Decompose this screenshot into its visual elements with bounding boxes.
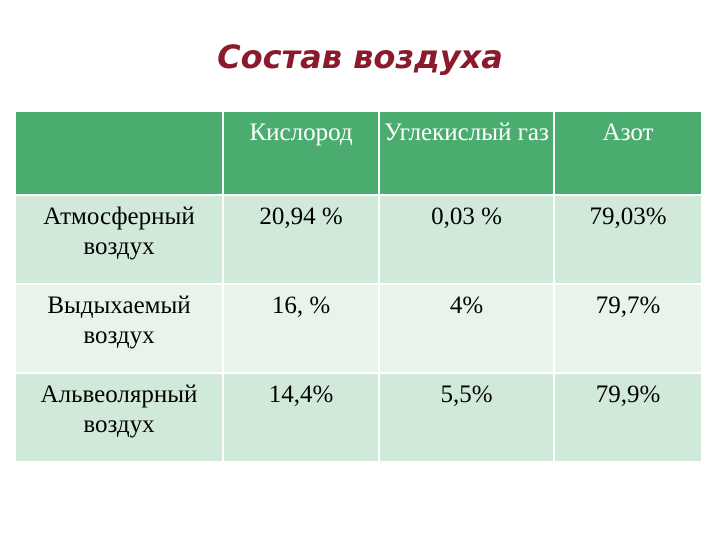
value-cell: 20,94 % bbox=[222, 194, 380, 285]
value-cell: 0,03 % bbox=[378, 194, 555, 285]
composition-table: Кислород Углекислый газ Азот Атмосферный в… bbox=[14, 110, 703, 463]
value-cell: 79,7% bbox=[553, 283, 703, 374]
row-label: Атмосферный воздух bbox=[14, 194, 224, 285]
corner-cell bbox=[14, 110, 224, 196]
table-row: Атмосферный воздух 20,94 % 0,03 % 79,03% bbox=[14, 194, 703, 285]
value-cell: 4% bbox=[378, 283, 555, 374]
table-header: Кислород Углекислый газ Азот bbox=[14, 110, 703, 196]
value-cell: 79,9% bbox=[553, 372, 703, 463]
value-cell: 16, % bbox=[222, 283, 380, 374]
row-label: Выдыхаемый воздух bbox=[14, 283, 224, 374]
table-body: Атмосферный воздух 20,94 % 0,03 % 79,03% Выд… bbox=[14, 194, 703, 463]
column-header: Кислород bbox=[222, 110, 380, 196]
value-cell: 79,03% bbox=[553, 194, 703, 285]
table-row: Альвеолярный воздух 14,4% 5,5% 79,9% bbox=[14, 372, 703, 463]
header-row: Кислород Углекислый газ Азот bbox=[14, 110, 703, 196]
slide-title: Состав воздуха bbox=[217, 38, 503, 76]
value-cell: 5,5% bbox=[378, 372, 555, 463]
column-header: Углекислый газ bbox=[378, 110, 555, 196]
value-cell: 14,4% bbox=[222, 372, 380, 463]
row-label: Альвеолярный воздух bbox=[14, 372, 224, 463]
table-row: Выдыхаемый воздух 16, % 4% 79,7% bbox=[14, 283, 703, 374]
column-header: Азот bbox=[553, 110, 703, 196]
